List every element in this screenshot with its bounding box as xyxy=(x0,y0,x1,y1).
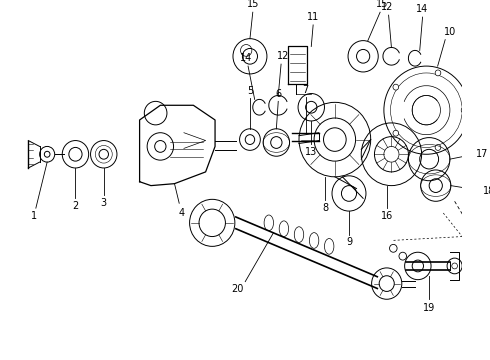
Text: 12: 12 xyxy=(381,2,393,12)
Text: 11: 11 xyxy=(307,12,319,22)
Text: 4: 4 xyxy=(179,208,185,218)
Text: 20: 20 xyxy=(231,284,244,294)
Text: 19: 19 xyxy=(423,303,435,313)
Text: 13: 13 xyxy=(305,147,318,157)
Text: 8: 8 xyxy=(322,203,328,213)
Text: 16: 16 xyxy=(381,211,393,221)
Circle shape xyxy=(393,84,399,90)
Circle shape xyxy=(435,144,441,150)
Text: 14: 14 xyxy=(240,53,252,63)
Text: 9: 9 xyxy=(346,238,352,247)
Text: 15: 15 xyxy=(376,0,388,9)
Text: 5: 5 xyxy=(247,86,253,96)
Circle shape xyxy=(390,244,397,252)
Text: 12: 12 xyxy=(277,51,289,61)
Text: 18: 18 xyxy=(483,185,490,195)
Text: 1: 1 xyxy=(31,211,37,221)
Circle shape xyxy=(461,107,467,113)
Circle shape xyxy=(399,252,407,260)
Circle shape xyxy=(435,70,441,76)
Text: 17: 17 xyxy=(476,149,488,159)
Text: 2: 2 xyxy=(73,201,78,211)
Text: 3: 3 xyxy=(100,198,107,208)
Text: 7: 7 xyxy=(302,85,309,95)
Circle shape xyxy=(393,130,399,136)
Text: 6: 6 xyxy=(275,89,281,99)
Text: 10: 10 xyxy=(444,27,456,37)
Text: 15: 15 xyxy=(246,0,259,9)
Text: 14: 14 xyxy=(416,4,429,14)
